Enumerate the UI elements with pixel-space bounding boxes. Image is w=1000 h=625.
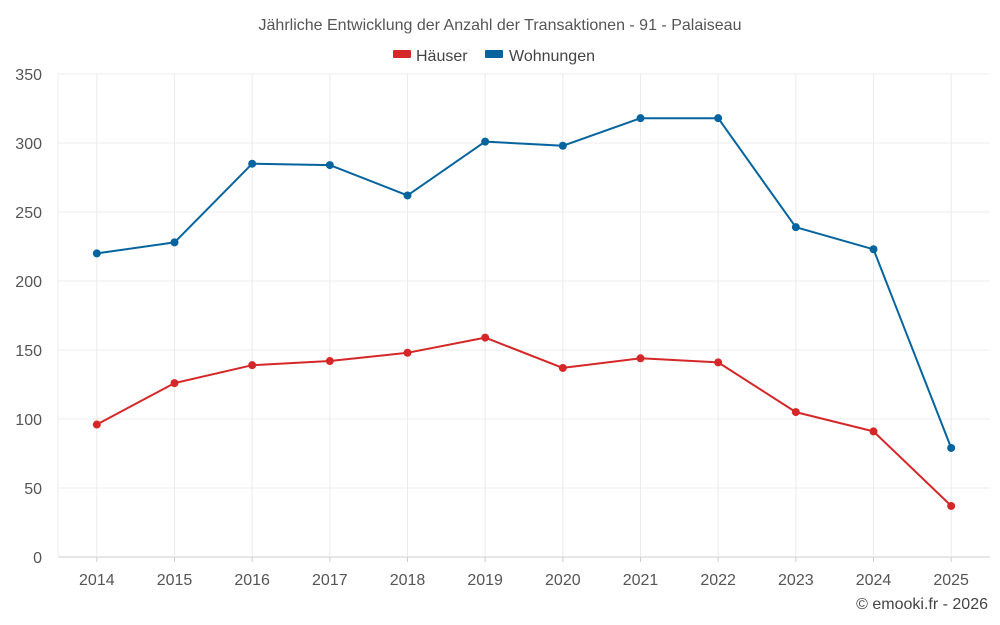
data-point-wohnungen-2015[interactable] — [170, 238, 179, 247]
legend-label-hauser: Häuser — [416, 48, 468, 65]
series-layer — [92, 114, 956, 510]
credit-text: © emooki.fr - 2026 — [856, 596, 988, 613]
legend-item-hauser[interactable]: Häuser — [393, 48, 468, 65]
x-tick-label: 2023 — [778, 572, 814, 589]
data-point-wohnungen-2021[interactable] — [636, 114, 645, 123]
data-point-hauser-2017[interactable] — [325, 357, 334, 366]
data-point-wohnungen-2025[interactable] — [947, 443, 956, 452]
series-wohnungen — [92, 114, 956, 452]
legend-swatch-wohnungen — [485, 50, 503, 58]
x-tick-label: 2017 — [312, 572, 348, 589]
data-point-hauser-2023[interactable] — [791, 408, 800, 417]
data-point-hauser-2025[interactable] — [947, 501, 956, 510]
legend-item-wohnungen[interactable]: Wohnungen — [485, 48, 595, 65]
y-tick-label: 150 — [15, 343, 42, 360]
x-tick-label: 2014 — [79, 572, 115, 589]
x-axis-ticks: 2014 2015 2016 2017 2018 2019 2020 2021 2022 2023… — [79, 557, 969, 589]
data-point-hauser-2019[interactable] — [481, 333, 490, 342]
y-axis-ticks: 0 50 100 150 200 250 300 350 — [15, 67, 42, 567]
chart-title: Jährliche Entwicklung der Anzahl der Tra… — [259, 17, 742, 34]
y-tick-label: 300 — [15, 136, 42, 153]
data-point-hauser-2024[interactable] — [869, 427, 878, 436]
data-point-hauser-2016[interactable] — [248, 361, 257, 370]
series-hauser — [92, 333, 956, 510]
x-tick-label: 2015 — [157, 572, 193, 589]
y-tick-label: 100 — [15, 412, 42, 429]
gridlines — [57, 73, 990, 558]
series-line-hauser — [96, 336, 952, 507]
data-point-hauser-2021[interactable] — [636, 354, 645, 363]
data-point-wohnungen-2020[interactable] — [558, 141, 567, 150]
data-point-wohnungen-2023[interactable] — [791, 223, 800, 232]
data-point-wohnungen-2018[interactable] — [403, 191, 412, 200]
data-point-hauser-2014[interactable] — [92, 420, 101, 429]
x-tick-label: 2024 — [856, 572, 892, 589]
legend-label-wohnungen: Wohnungen — [509, 48, 595, 65]
data-point-wohnungen-2017[interactable] — [325, 161, 334, 170]
x-tick-label: 2021 — [623, 572, 659, 589]
y-tick-label: 50 — [24, 481, 42, 498]
x-tick-label: 2025 — [933, 572, 969, 589]
y-tick-label: 200 — [15, 274, 42, 291]
data-point-wohnungen-2014[interactable] — [92, 249, 101, 258]
data-point-hauser-2020[interactable] — [558, 363, 567, 372]
x-tick-label: 2019 — [467, 572, 503, 589]
data-point-hauser-2018[interactable] — [403, 348, 412, 357]
y-tick-label: 250 — [15, 205, 42, 222]
data-point-hauser-2022[interactable] — [714, 358, 723, 367]
x-tick-label: 2020 — [545, 572, 581, 589]
x-tick-label: 2022 — [700, 572, 736, 589]
data-point-hauser-2015[interactable] — [170, 379, 179, 388]
data-point-wohnungen-2016[interactable] — [248, 159, 257, 168]
x-tick-label: 2018 — [390, 572, 426, 589]
y-tick-label: 350 — [15, 67, 42, 84]
x-tick-label: 2016 — [234, 572, 270, 589]
series-line-wohnungen — [96, 117, 953, 449]
y-tick-label: 0 — [33, 550, 42, 567]
legend-swatch-hauser — [393, 50, 411, 58]
data-point-wohnungen-2022[interactable] — [714, 114, 723, 123]
data-point-wohnungen-2019[interactable] — [481, 137, 490, 146]
data-point-wohnungen-2024[interactable] — [869, 245, 878, 254]
legend: Häuser Wohnungen — [393, 48, 595, 65]
